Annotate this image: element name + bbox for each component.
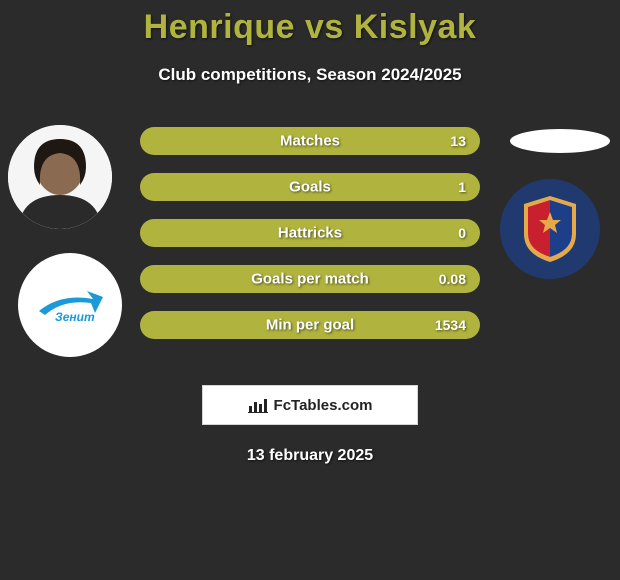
stat-value: 1 xyxy=(458,179,466,195)
page-title: Henrique vs Kislyak xyxy=(0,0,620,47)
stat-bar: Min per goal 1534 xyxy=(140,311,480,339)
svg-text:Зенит: Зенит xyxy=(55,310,95,324)
cska-shield-icon xyxy=(520,194,580,264)
player-photo-henrique xyxy=(8,125,112,229)
stat-bar: Goals 1 xyxy=(140,173,480,201)
player-silhouette-icon xyxy=(8,125,112,229)
stat-bar: Matches 13 xyxy=(140,127,480,155)
date-caption: 13 february 2025 xyxy=(0,447,620,465)
watermark-text: FcTables.com xyxy=(274,397,373,414)
stat-label: Goals xyxy=(289,179,331,196)
stat-bars: Matches 13 Goals 1 Hattricks 0 Goals per match… xyxy=(140,127,480,357)
bar-chart-icon xyxy=(248,397,268,413)
zenit-logo: Зенит xyxy=(18,253,122,357)
stat-value: 1534 xyxy=(435,317,466,333)
stat-value: 13 xyxy=(450,133,466,149)
stat-label: Matches xyxy=(280,133,340,150)
subtitle: Club competitions, Season 2024/2025 xyxy=(0,65,620,85)
player-photo-kislyak-placeholder xyxy=(510,129,610,153)
stat-label: Min per goal xyxy=(266,317,354,334)
cska-logo xyxy=(500,179,600,279)
comparison-area: Зенит Matches 13 Goals 1 Hattricks 0 Goals per… xyxy=(0,125,620,365)
stat-bar: Goals per match 0.08 xyxy=(140,265,480,293)
zenit-arrow-icon: Зенит xyxy=(37,285,103,325)
stat-label: Goals per match xyxy=(251,271,369,288)
stat-value: 0 xyxy=(458,225,466,241)
stat-value: 0.08 xyxy=(439,271,466,287)
fctables-watermark: FcTables.com xyxy=(202,385,418,425)
stat-bar: Hattricks 0 xyxy=(140,219,480,247)
stat-label: Hattricks xyxy=(278,225,342,242)
